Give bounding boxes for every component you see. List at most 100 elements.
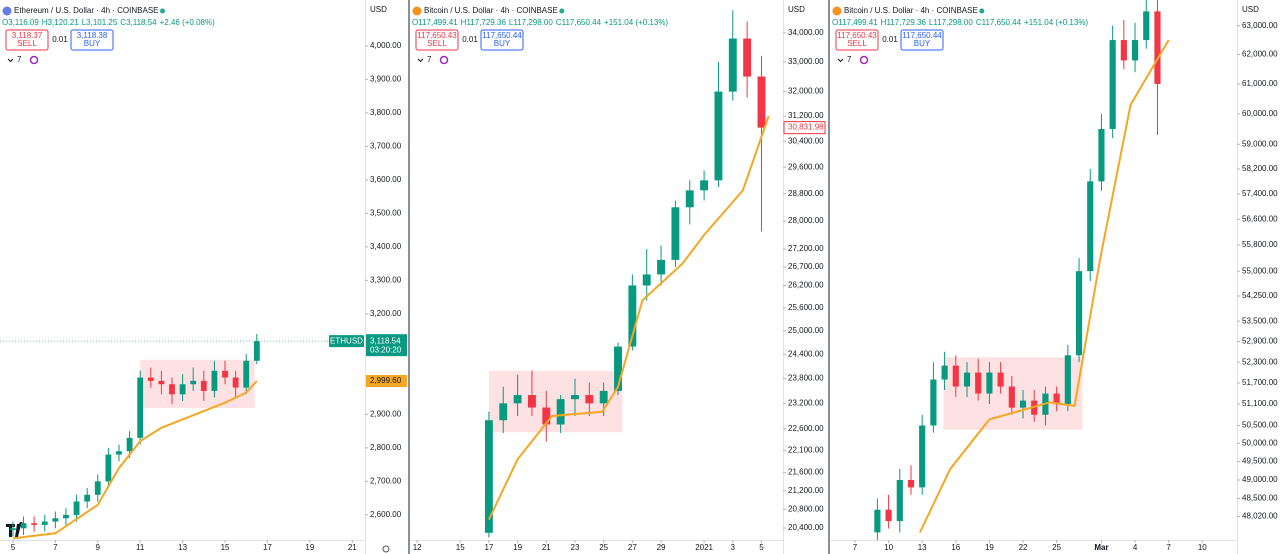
chart-panel: USD 63,000.00 62,000.00 61,000.00 60,000.00 5…	[830, 0, 1278, 554]
y-tick-label: 32,000.00	[788, 87, 824, 96]
buy-price: 3,118.38	[77, 31, 108, 40]
candle-body	[211, 370, 218, 391]
y-tick-label: 52,300.00	[1242, 357, 1278, 366]
candle-body	[1008, 386, 1015, 408]
y-tick-label: 58,200.00	[1242, 164, 1278, 173]
candle-body	[919, 425, 926, 488]
candle-body	[1087, 181, 1094, 272]
x-tick-label: 23	[571, 543, 580, 552]
buy-button[interactable]	[480, 29, 524, 51]
y-tick-label: 56,600.00	[1242, 214, 1278, 223]
candle-body	[997, 372, 1004, 387]
ohlc-value: C117,650.44	[556, 18, 602, 27]
collapse-chevron[interactable]	[417, 58, 424, 63]
candle-body	[484, 420, 493, 533]
candle-body	[743, 38, 752, 77]
chart-title[interactable]: Bitcoin / U.S. Dollar · 4h · COINBASE	[424, 6, 558, 15]
x-tick-label: 16	[951, 543, 960, 552]
collapse-chevron[interactable]	[7, 58, 14, 63]
y-tick-label: 62,000.00	[1242, 50, 1278, 59]
ohlc-value: +151.04 (+0.13%)	[604, 18, 668, 27]
y-tick-label: 22,600.00	[788, 424, 824, 433]
buy-price: 117,650.44	[902, 31, 942, 40]
sell-button[interactable]	[415, 29, 459, 51]
sell-label: SELL	[17, 39, 37, 48]
candle-body	[10, 528, 16, 530]
chart-title[interactable]: Bitcoin / U.S. Dollar · 4h · COINBASE	[844, 6, 978, 15]
candle-body	[527, 395, 536, 408]
candle-body	[243, 360, 250, 388]
x-tick-label: 13	[918, 543, 927, 552]
ohlc-value: H117,729.36	[881, 18, 927, 27]
candle-body	[671, 207, 680, 260]
y-tick-label: 52,900.00	[1242, 337, 1278, 346]
price-tag-text: 30,831.98	[788, 123, 824, 132]
buy-button[interactable]	[70, 29, 114, 51]
candle-body	[116, 451, 122, 455]
indicator-count: 7	[427, 55, 432, 64]
ohlc-value: O117,499.41	[832, 18, 878, 27]
y-tick-label: 3,900.00	[370, 75, 402, 84]
sell-label: SELL	[847, 39, 867, 48]
y-tick-label: 23,800.00	[788, 374, 824, 383]
candle-body	[190, 380, 197, 385]
spread: 0.01	[882, 35, 898, 44]
x-tick-label: 29	[657, 543, 666, 552]
currency-label: USD	[370, 5, 387, 14]
candle-body	[126, 437, 133, 452]
indicator-icon[interactable]	[29, 55, 39, 65]
y-tick-label: 28,000.00	[788, 216, 824, 225]
candle-body	[158, 380, 165, 385]
sell-button[interactable]	[835, 29, 879, 51]
candle-body	[542, 407, 551, 425]
x-tick-label: 7	[1166, 543, 1171, 552]
y-tick-label: 49,000.00	[1242, 475, 1278, 484]
plot-area	[10, 333, 260, 540]
y-tick-label: 22,100.00	[788, 446, 824, 455]
x-tick-label: 11	[136, 543, 145, 552]
indicator-icon[interactable]	[859, 55, 869, 65]
indicator-icon[interactable]	[439, 55, 449, 65]
sell-button[interactable]	[5, 29, 49, 51]
indicator-count: 7	[847, 55, 852, 64]
collapse-chevron[interactable]	[837, 58, 844, 63]
y-tick-label: 27,200.00	[788, 244, 824, 253]
candle-body	[1154, 11, 1161, 84]
y-tick-label: 61,000.00	[1242, 79, 1278, 88]
buy-label: BUY	[494, 39, 511, 48]
buy-price: 117,650.44	[482, 31, 522, 40]
candle-body	[571, 395, 579, 400]
chart-title[interactable]: Ethereum / U.S. Dollar · 4h · COINBASE	[14, 6, 159, 15]
price-tag	[366, 334, 407, 357]
plot-area	[874, 0, 1170, 540]
candle-body	[628, 285, 637, 347]
candle-body	[874, 509, 881, 533]
moving-average	[488, 115, 770, 520]
buy-label: BUY	[914, 39, 931, 48]
x-tick-label: 22	[1019, 543, 1028, 552]
tradingview-logo	[6, 522, 24, 537]
y-tick-label: 2,900.00	[370, 409, 402, 418]
sell-label: SELL	[427, 39, 447, 48]
candle-body	[952, 365, 959, 387]
y-tick-label: 3,200.00	[370, 309, 402, 318]
candle-body	[930, 379, 937, 426]
sell-price: 117,650.43	[417, 31, 457, 40]
candle-body	[41, 521, 48, 525]
market-status	[160, 8, 165, 14]
buy-button[interactable]	[900, 29, 944, 51]
price-tag	[783, 121, 826, 135]
candle-body	[986, 372, 993, 394]
ohlc-value: C117,650.44	[976, 18, 1022, 27]
y-tick-label: 2,700.00	[370, 476, 402, 485]
candle-body	[614, 346, 622, 391]
candle-body	[52, 518, 59, 522]
candle-body	[147, 377, 154, 381]
y-tick-label: 20,800.00	[788, 504, 824, 513]
moving-average	[919, 39, 1170, 533]
x-tick-label: 21	[348, 543, 357, 552]
candle-body	[685, 190, 694, 208]
settings-icon[interactable]	[382, 545, 390, 553]
candle-body	[975, 372, 982, 394]
